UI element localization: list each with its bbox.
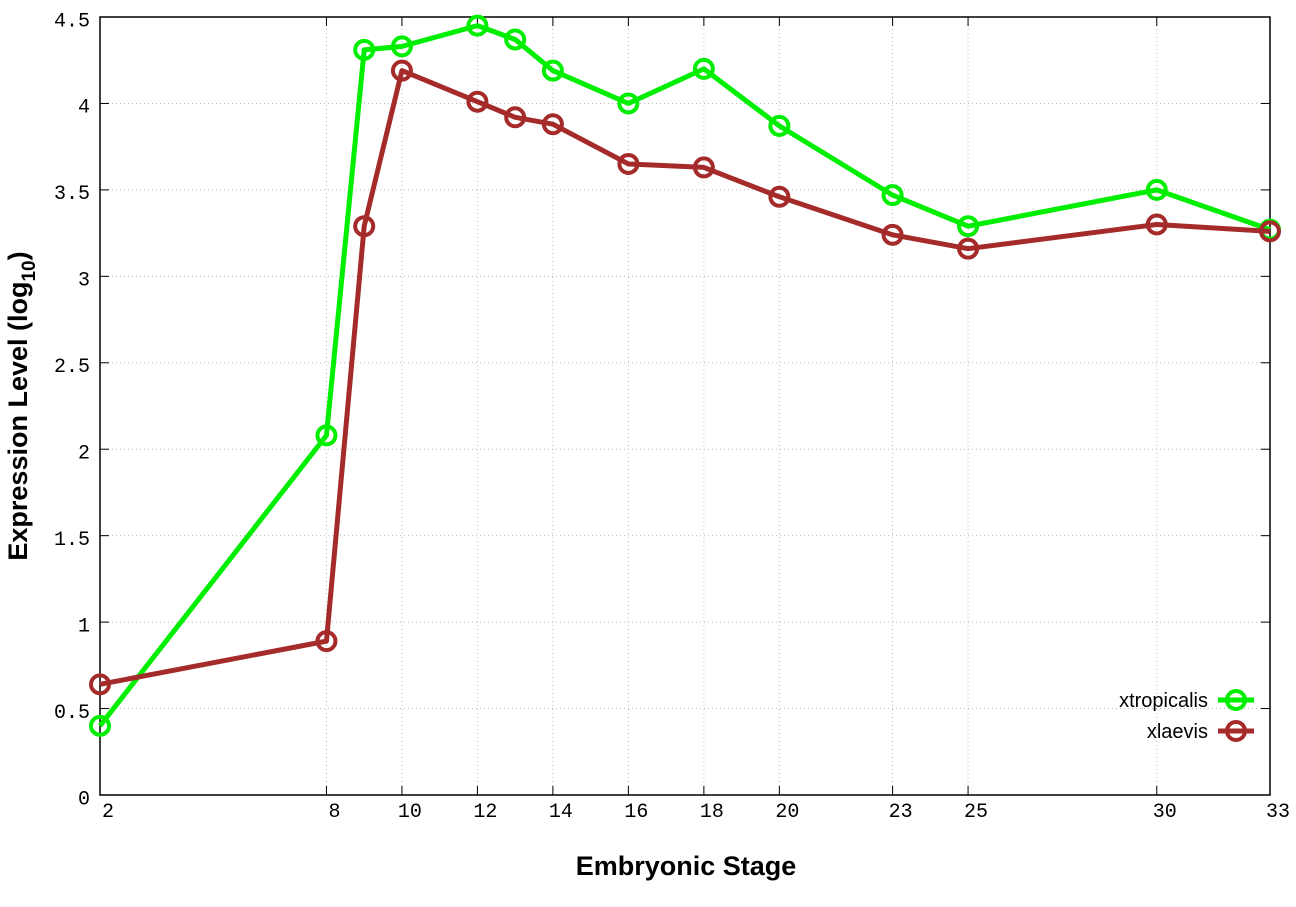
- x-tick-label: 10: [398, 801, 422, 824]
- legend-marker: [1225, 689, 1247, 711]
- y-tick-label: 2.5: [54, 356, 90, 379]
- point-marker: [390, 35, 413, 58]
- point-marker: [957, 215, 980, 238]
- point-marker: [1145, 178, 1168, 201]
- y-tick-label: 3: [78, 270, 90, 293]
- x-tick-label: 23: [889, 801, 913, 824]
- point-marker: [353, 38, 376, 61]
- point-marker: [881, 184, 904, 207]
- x-tick-label: 20: [775, 801, 799, 824]
- point-marker: [957, 237, 980, 260]
- point-marker: [692, 156, 715, 179]
- x-tick-label: 12: [473, 801, 497, 824]
- x-tick-label: 2: [102, 801, 114, 824]
- point-marker: [390, 59, 413, 82]
- point-marker: [89, 673, 111, 696]
- x-tick-label: 33: [1266, 801, 1290, 824]
- y-tick-label: 2: [78, 443, 90, 466]
- point-marker: [504, 28, 527, 51]
- point-marker: [617, 152, 640, 175]
- y-label-sub: 10: [19, 260, 40, 281]
- y-tick-label: 4.5: [54, 10, 90, 33]
- x-axis-label: Embryonic Stage: [576, 851, 797, 881]
- point-marker: [504, 106, 527, 129]
- y-tick-label: 0.5: [54, 702, 90, 725]
- x-tick-label: 18: [700, 801, 724, 824]
- point-marker: [768, 185, 791, 208]
- point-marker: [315, 630, 338, 653]
- x-tick-label: 8: [328, 801, 340, 824]
- y-tick-label: 1: [78, 615, 90, 638]
- point-marker: [466, 14, 489, 37]
- y-label-end: ): [3, 251, 33, 260]
- point-marker: [768, 114, 791, 137]
- point-marker: [353, 215, 376, 238]
- point-marker: [89, 714, 111, 737]
- point-marker: [692, 57, 715, 80]
- x-tick-label: 30: [1153, 801, 1177, 824]
- point-marker: [617, 92, 640, 115]
- point-marker: [315, 424, 338, 447]
- y-tick-label: 0: [78, 788, 90, 811]
- x-tick-label: 14: [549, 801, 573, 824]
- x-tick-label: 16: [624, 801, 648, 824]
- series-line: [99, 68, 1271, 687]
- point-marker: [1259, 220, 1281, 243]
- y-axis-label: Expression Level (log10): [3, 251, 40, 560]
- legend-marker: [1225, 720, 1247, 742]
- y-tick-label: 4: [78, 97, 90, 120]
- y-tick-label: 3.5: [54, 183, 90, 206]
- point-marker: [881, 223, 904, 246]
- legend-label: xtropicalis: [1119, 690, 1208, 712]
- point-marker: [466, 90, 489, 113]
- legend-label: xlaevis: [1147, 721, 1208, 743]
- point-marker: [541, 113, 564, 136]
- y-label-text: Expression Level (log: [3, 282, 33, 561]
- plot-frame: [99, 16, 1271, 796]
- x-tick-label: 25: [964, 801, 988, 824]
- point-marker: [541, 59, 564, 82]
- y-tick-label: 1.5: [54, 529, 90, 552]
- point-marker: [1145, 213, 1168, 236]
- series-line: [98, 23, 1271, 728]
